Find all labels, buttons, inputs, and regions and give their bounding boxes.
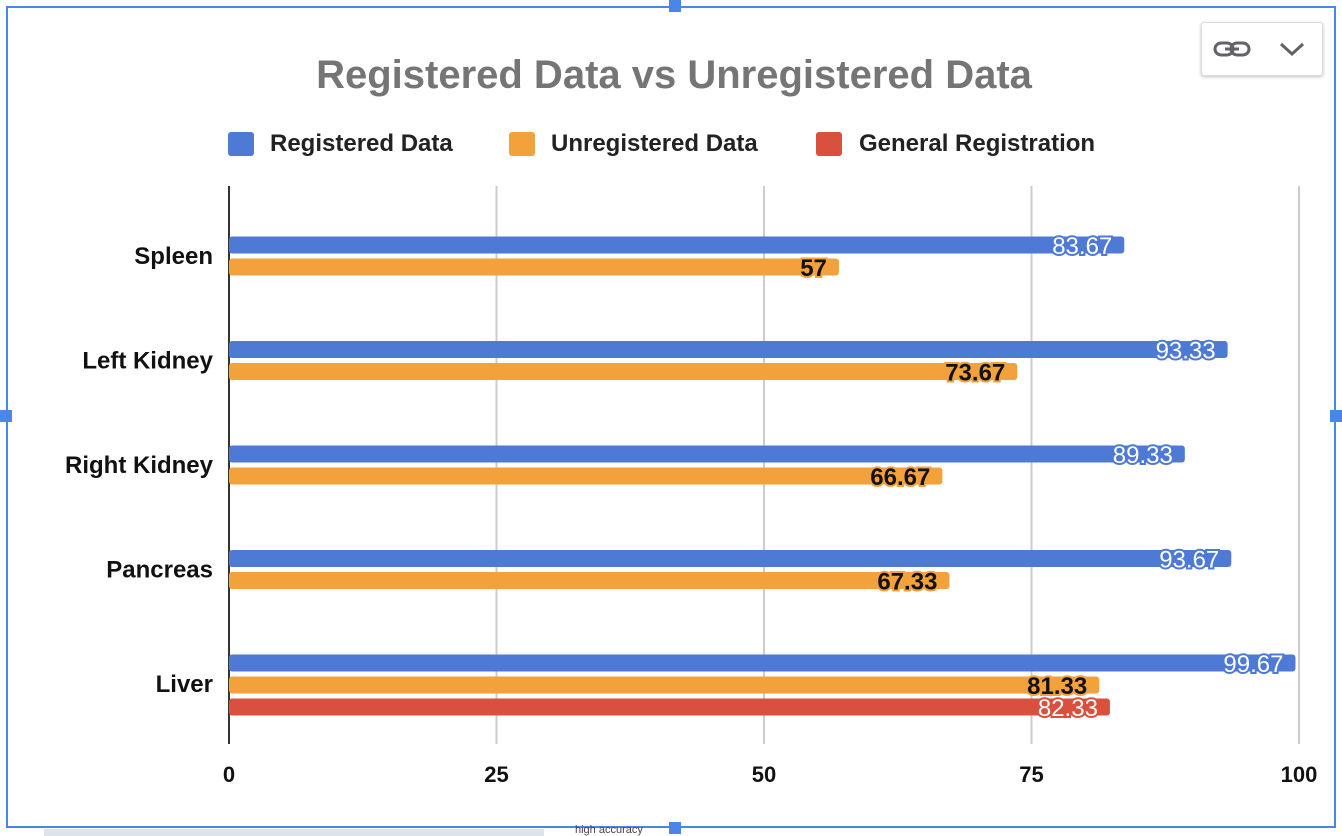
bar-1-0 — [229, 258, 839, 276]
data-label-1-0: 57 — [800, 255, 827, 282]
x-tick-label-25: 25 — [484, 762, 508, 787]
underlying-document-strip — [44, 829, 544, 836]
link-button[interactable] — [1210, 29, 1254, 69]
x-tick-label-100: 100 — [1281, 762, 1318, 787]
legend-label-1: Unregistered Data — [551, 130, 758, 157]
category-label-3: Pancreas — [106, 557, 213, 584]
x-tick-label-0: 0 — [223, 762, 235, 787]
bar-0-2 — [229, 445, 1185, 463]
category-label-0: Spleen — [134, 243, 213, 270]
data-label-0-4: 99.67 — [1223, 651, 1283, 678]
category-label-1: Left Kidney — [82, 348, 213, 375]
data-label-0-2: 89.33 — [1113, 442, 1173, 469]
bar-0-3 — [229, 550, 1232, 567]
category-label-4: Liver — [156, 671, 213, 698]
resize-handle-top[interactable] — [669, 0, 681, 12]
data-label-0-0: 83.67 — [1052, 233, 1112, 260]
bar-0-1 — [229, 341, 1228, 358]
x-tick-label-50: 50 — [752, 762, 776, 787]
category-label-2: Right Kidney — [65, 452, 214, 479]
data-label-2-4: 82.33 — [1038, 695, 1098, 722]
data-label-0-3: 93.67 — [1159, 547, 1219, 574]
bar-0-0 — [229, 236, 1125, 254]
chart-title: Registered Data vs Unregistered Data — [316, 53, 1033, 97]
data-label-1-3: 67.33 — [877, 569, 937, 596]
legend-swatch-0 — [228, 132, 254, 156]
legend-swatch-1 — [509, 132, 535, 156]
bar-0-4 — [229, 654, 1296, 672]
chart-menu-button[interactable] — [1270, 29, 1314, 69]
x-tick-label-75: 75 — [1019, 762, 1043, 787]
chevron-down-icon — [1279, 42, 1305, 57]
legend-swatch-2 — [816, 132, 842, 156]
data-label-0-1: 93.33 — [1156, 338, 1216, 365]
data-label-1-2: 66.67 — [870, 464, 930, 491]
resize-handle-right[interactable] — [1330, 410, 1342, 422]
resize-handle-bottom[interactable] — [669, 822, 681, 834]
legend-label-2: General Registration — [859, 130, 1095, 157]
bar-1-1 — [229, 363, 1018, 380]
bar-1-3 — [229, 572, 950, 589]
resize-handle-left[interactable] — [0, 410, 12, 422]
legend-label-0: Registered Data — [270, 130, 453, 157]
underlying-document-text: high accuracy — [575, 824, 643, 836]
chart-toolbar — [1201, 22, 1323, 76]
bar-1-4 — [229, 676, 1100, 694]
bar-2-4 — [229, 698, 1110, 716]
link-icon — [1213, 41, 1251, 57]
data-label-1-4: 81.33 — [1027, 673, 1087, 700]
data-label-1-1: 73.67 — [945, 360, 1005, 387]
bar-1-2 — [229, 467, 943, 485]
